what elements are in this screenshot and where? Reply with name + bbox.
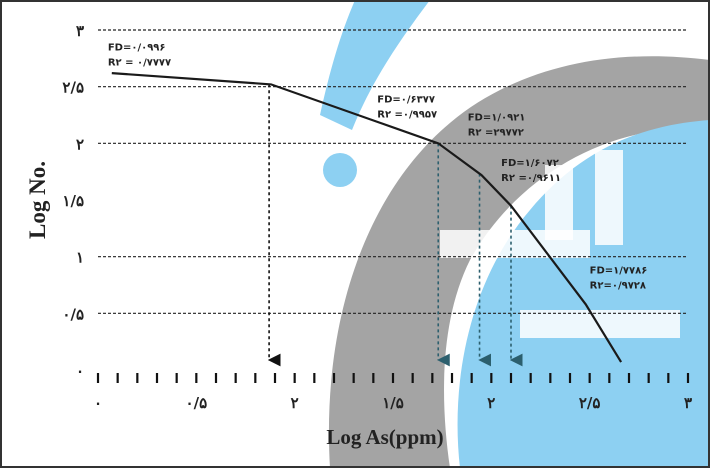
watermark-white-bar-1: [545, 165, 573, 240]
x-tick-label-4: ۲: [487, 394, 495, 412]
watermark: [320, 0, 710, 468]
y-tick-label-5: ۲/۵: [62, 79, 84, 97]
x-axis-label: Log As(ppm): [326, 425, 443, 449]
segment-fd-label-4: FD=۱/۷۷۸۶: [590, 266, 648, 277]
watermark-white-bar-4: [520, 310, 680, 338]
x-tick-label-3: ۱/۵: [382, 394, 404, 412]
gridlines: [98, 29, 688, 314]
y-tick-label-0: ۰: [76, 362, 84, 380]
y-tick-label-4: ۲: [76, 135, 84, 153]
y-tick-label-3: ۱/۵: [62, 192, 84, 210]
segment-r2-label-4: R۲=۰/۹۷۲۸: [590, 281, 646, 292]
segment-r2-label-0: R۲ = ۰/۷۷۷۷: [108, 57, 171, 68]
drop-arrows: [267, 84, 523, 367]
watermark-gray-arc: [328, 56, 710, 468]
segment-fd-label-1: FD=۰/۶۳۷۷: [377, 95, 435, 106]
x-tick-label-5: ۲/۵: [579, 394, 601, 412]
x-tick-label-6: ۳: [684, 394, 692, 412]
segment-fd-label-2: FD=۱/۰۹۲۱: [468, 113, 526, 124]
y-tick-label-6: ۳: [76, 22, 84, 40]
watermark-white-bar-2: [595, 150, 623, 245]
series-line: [111, 72, 623, 363]
watermark-blue-band: [320, 0, 430, 130]
watermark-blue-panel: [457, 120, 710, 468]
y-tick-label-1: ۰/۵: [62, 305, 84, 323]
y-tick-label-2: ۱: [76, 249, 84, 267]
segment-fd-label-0: FD=۰/۰۹۹۶: [108, 42, 166, 53]
x-tick-label-2: ۲: [291, 394, 299, 412]
watermark-blue-dot: [323, 153, 357, 187]
series-layer: [111, 72, 623, 363]
axes: ۰ ۰/۵ ۱ ۱/۵ ۲ ۲/۵ ۳ ۰ ۰/۵ ۲ ۱/۵ ۲ ۲/۵ ۳: [62, 22, 692, 412]
y-axis-label: Log No.: [25, 161, 50, 239]
segment-r2-label-1: R۲ =۰/۹۹۵۷: [377, 110, 437, 121]
segment-r2-label-3: R۲ =۰/۹۶۱۱: [501, 173, 561, 184]
x-tick-label-1: ۰/۵: [186, 394, 208, 412]
watermark-white-bar-3: [440, 230, 590, 258]
segment-fd-label-3: FD=۱/۶۰۷۲: [501, 158, 559, 169]
segment-r2-label-2: R۲ =۲۹۷۷۲: [468, 128, 524, 139]
x-tick-label-0: ۰: [94, 394, 102, 412]
segment-labels: FD=۰/۰۹۹۶ R۲ = ۰/۷۷۷۷ FD=۰/۶۳۷۷ R۲ =۰/۹۹۵۷ F…: [108, 42, 648, 291]
